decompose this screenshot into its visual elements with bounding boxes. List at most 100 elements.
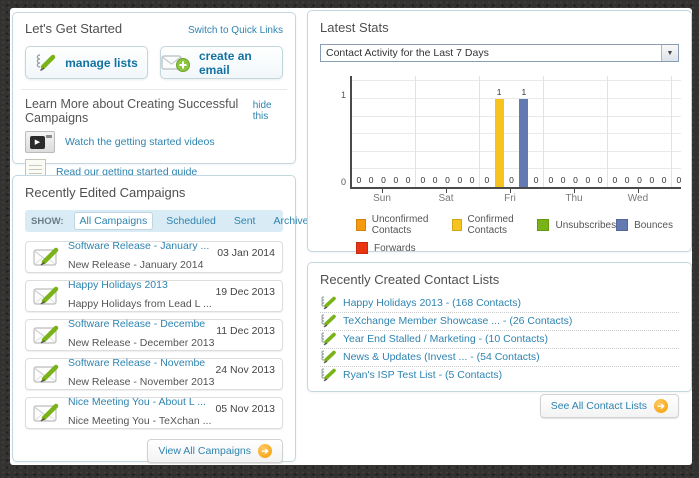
campaign-filter-tab[interactable]: Sent — [233, 215, 256, 227]
bar-value-label: 0 — [469, 175, 475, 185]
campaign-filter-tab[interactable]: Archived — [273, 215, 315, 227]
bar-value-label: 0 — [573, 175, 578, 185]
see-all-contact-lists-label: See All Contact Lists — [550, 400, 647, 412]
notepad-pencil-icon — [35, 53, 57, 72]
stats-period-select[interactable]: Contact Activity for the Last 7 Days ▼ — [320, 44, 679, 62]
contact-list-link[interactable]: News & Updates (Invest ... - (54 Contact… — [343, 351, 540, 363]
y-tick-0: 0 — [340, 177, 346, 187]
campaign-list-item[interactable]: Software Release - January ... New Relea… — [25, 240, 283, 273]
latest-stats-title: Latest Stats — [320, 20, 389, 35]
legend-label: Confirmed Contacts — [467, 214, 514, 236]
bar-value-label: 0 — [649, 175, 655, 185]
legend-item: Bounces — [616, 214, 673, 236]
see-all-contact-lists-button[interactable]: See All Contact Lists ➔ — [539, 394, 679, 418]
contact-lists-title: Recently Created Contact Lists — [320, 272, 500, 287]
bar-slot: 0 — [622, 76, 633, 187]
campaign-title-link[interactable]: Software Release - Decembe ... — [68, 318, 209, 331]
bar-value-label: 0 — [637, 175, 642, 185]
campaign-subtitle: New Release - November 2013 — [68, 375, 215, 388]
notepad-pencil-icon — [320, 296, 337, 310]
bar-value-label: 0 — [381, 175, 386, 185]
bar-slot: 1 — [494, 76, 505, 187]
contact-list-link[interactable]: Ryan's ISP Test List - (5 Contacts) — [343, 369, 503, 381]
hide-this-link[interactable]: hide this — [252, 100, 272, 122]
view-all-campaigns-button[interactable]: View All Campaigns ➔ — [147, 439, 283, 463]
x-axis-label: Thu — [542, 189, 606, 204]
legend-swatch-icon — [537, 219, 550, 231]
switch-to-quick-links-link[interactable]: Switch to Quick Links — [187, 25, 283, 36]
envelope-pencil-icon — [33, 364, 60, 384]
bar-slot: 0 — [378, 76, 389, 187]
bar-slot: 0 — [454, 76, 465, 187]
notepad-pencil-icon — [320, 314, 337, 328]
legend-swatch-icon — [356, 242, 368, 254]
x-axis-label: Sat — [414, 189, 478, 204]
contact-list-link[interactable]: TeXchange Member Showcase ... - (26 Cont… — [343, 315, 573, 327]
learn-more-title: Learn More about Creating Successful Cam… — [25, 97, 239, 125]
legend-item: Confirmed Contacts — [452, 214, 537, 236]
chart-legend: Unconfirmed Contacts Confirmed Contacts … — [356, 214, 673, 254]
bar-slot: 0 — [582, 76, 593, 187]
campaign-subtitle: Nice Meeting You - TeXchan ... — [68, 414, 212, 427]
campaign-filter-bar: SHOW: All Campaigns Scheduled Sent Archived — [25, 210, 314, 232]
campaign-list-item[interactable]: Nice Meeting You - About L ... Nice Meet… — [25, 396, 283, 429]
get-started-panel: Let's Get Started Switch to Quick Links … — [12, 12, 296, 185]
campaign-subtitle: New Release - December 2013 — [68, 336, 215, 349]
campaign-list-item[interactable]: Happy Holidays 2013 Happy Holidays from … — [25, 279, 283, 312]
campaign-list-item[interactable]: Software Release - Novembe ... New Relea… — [25, 357, 283, 390]
bar-value-label: 0 — [484, 175, 490, 185]
contact-list-item[interactable]: Happy Holidays 2013 - (168 Contacts) — [320, 295, 679, 313]
bar-slot: 0 — [646, 76, 657, 187]
play-icon: ▶ — [30, 136, 45, 149]
bar-slot: 0 — [417, 76, 428, 187]
contact-list-item[interactable]: Ryan's ISP Test List - (5 Contacts) — [320, 367, 679, 384]
contact-list-item[interactable]: TeXchange Member Showcase ... - (26 Cont… — [320, 313, 679, 331]
bar-value-label: 0 — [661, 175, 667, 185]
campaign-list-item[interactable]: Software Release - Decembe ... New Relea… — [25, 318, 283, 351]
campaign-title-link[interactable]: Happy Holidays 2013 — [68, 279, 168, 292]
bar-value-label: 0 — [676, 175, 681, 185]
bar-value-label: 0 — [405, 175, 411, 185]
legend-label: Unconfirmed Contacts — [371, 214, 429, 236]
x-axis-label — [670, 189, 681, 204]
campaign-date: 19 Dec 2013 — [215, 286, 275, 298]
contact-list-item[interactable]: Year End Stalled / Marketing - (10 Conta… — [320, 331, 679, 349]
bar-value-label: 0 — [533, 175, 539, 185]
campaign-date: 24 Nov 2013 — [215, 364, 275, 376]
legend-label: Forwards — [374, 242, 416, 254]
campaign-title-link[interactable]: Software Release - January ... — [68, 240, 210, 253]
legend-label: Bounces — [634, 219, 673, 231]
campaigns-title: Recently Edited Campaigns — [25, 185, 186, 200]
campaign-filter-tab[interactable]: All Campaigns — [73, 212, 154, 230]
contact-list-link[interactable]: Year End Stalled / Marketing - (10 Conta… — [343, 333, 549, 345]
arrow-circle-icon: ➔ — [654, 399, 668, 413]
contact-activity-chart: 1 0 000000000001010000000000000000 SunSa… — [320, 76, 681, 204]
contact-list-link[interactable]: Happy Holidays 2013 - (168 Contacts) — [343, 297, 522, 309]
create-email-button[interactable]: create an email — [160, 46, 283, 79]
bar-value-label: 1 — [496, 87, 502, 97]
bar-slot: 0 — [481, 76, 492, 187]
watch-videos-link[interactable]: Watch the getting started videos — [65, 136, 215, 148]
x-axis-label: Wed — [606, 189, 670, 204]
campaign-filter-tab[interactable]: Scheduled — [166, 215, 216, 227]
contact-list-item[interactable]: News & Updates (Invest ... - (54 Contact… — [320, 349, 679, 367]
manage-lists-label: manage lists — [65, 55, 138, 70]
stats-period-value: Contact Activity for the Last 7 Days — [326, 47, 489, 59]
bar-slot: 0 — [403, 76, 414, 187]
bar-value-label: 0 — [612, 175, 618, 185]
bar-value-label: 0 — [560, 175, 566, 185]
campaign-date: 05 Nov 2013 — [215, 403, 275, 415]
manage-lists-button[interactable]: manage lists — [25, 46, 148, 79]
x-axis-label: Sun — [350, 189, 414, 204]
show-label: SHOW: — [31, 215, 64, 227]
bar-slot: 0 — [353, 76, 364, 187]
envelope-pencil-icon — [33, 325, 60, 345]
gridline — [352, 98, 681, 99]
chart-bar — [494, 99, 504, 187]
campaign-title-link[interactable]: Software Release - Novembe ... — [68, 357, 208, 370]
campaign-title-link[interactable]: Nice Meeting You - About L ... — [68, 396, 206, 409]
bar-slot: 0 — [609, 76, 620, 187]
